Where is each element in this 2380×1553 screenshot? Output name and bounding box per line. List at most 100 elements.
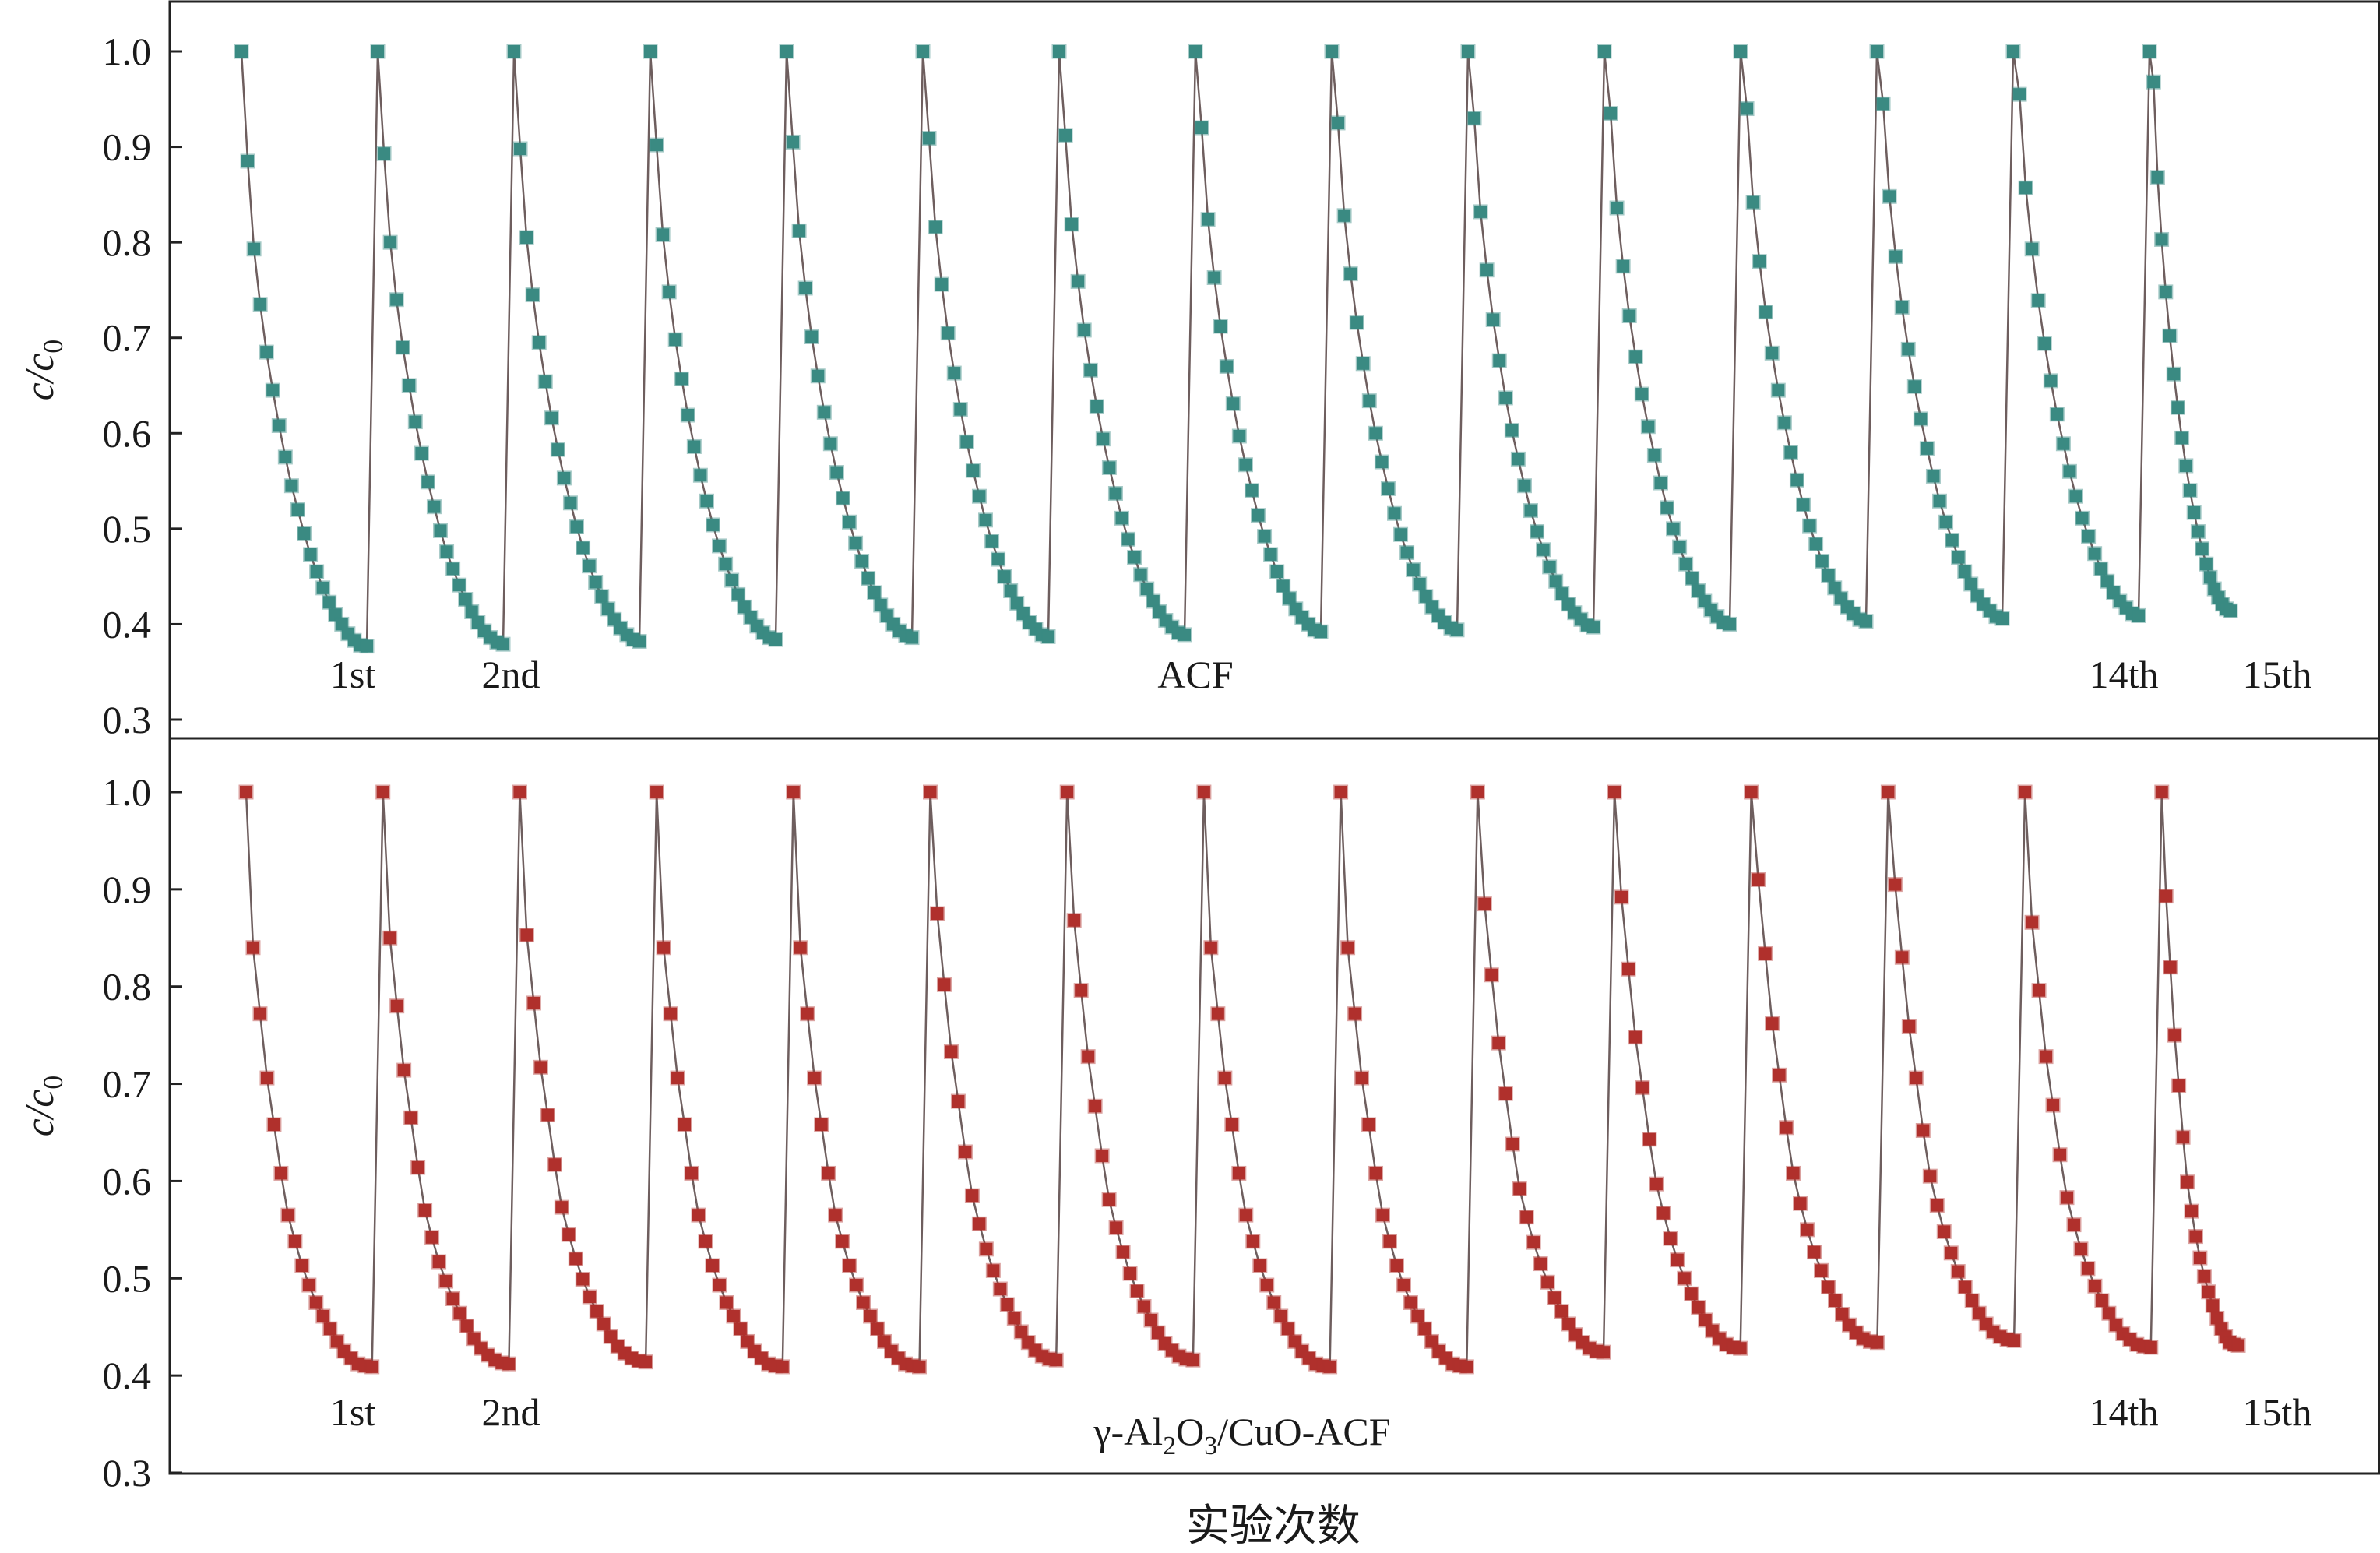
data-point-2nd [426, 499, 442, 515]
data-point-7th [1101, 1192, 1117, 1207]
data-point-10th [1519, 1210, 1534, 1225]
data-point-6th [978, 1241, 994, 1257]
data-point-11th [1733, 1340, 1748, 1356]
data-point-6th [991, 551, 1006, 567]
data-point-14th [2030, 293, 2046, 308]
data-point-10th [1561, 1316, 1576, 1332]
data-point-13th [1951, 550, 1966, 565]
cycle-labels-bottom: 1st 2nd 14th 15th γ-Al2O3/CuO-ACF [330, 1390, 2312, 1460]
data-point-4th [680, 407, 695, 423]
data-point-3rd [506, 44, 522, 59]
data-point-3rd [582, 558, 597, 574]
data-point-3rd [575, 1272, 590, 1287]
data-point-3rd [638, 1354, 653, 1370]
data-point-4th [649, 784, 664, 800]
data-point-14th [2087, 1278, 2103, 1294]
data-point-1st [290, 502, 305, 517]
data-point-11th [1615, 259, 1631, 274]
annotation-part-c: /CuO-ACF [1217, 1410, 1390, 1453]
y-axis-bottom: 0.3 0.4 0.5 0.6 0.7 0.8 0.9 1.0 [103, 770, 182, 1495]
data-point-7th [1089, 399, 1104, 414]
data-point-11th [1660, 500, 1674, 516]
data-point-8th [1251, 508, 1266, 523]
data-point-7th [1150, 1325, 1166, 1340]
data-point-13th [1932, 493, 1947, 509]
data-point-1st [308, 1295, 324, 1310]
data-point-9th [1361, 393, 1377, 409]
data-point-14th [2080, 1261, 2096, 1277]
data-point-2nd [424, 1230, 440, 1245]
data-point-4th [712, 538, 727, 554]
data-point-3rd [603, 1329, 618, 1344]
data-point-1st [315, 580, 331, 596]
data-point-15th [2174, 430, 2190, 445]
panel-bottom-frame [168, 737, 2380, 1475]
data-point-9th [1361, 1117, 1377, 1132]
data-point-7th [1114, 510, 1129, 526]
data-point-15th [2175, 1129, 2191, 1145]
data-point-11th [1646, 447, 1662, 463]
data-point-14th [2049, 407, 2065, 422]
data-point-5th [791, 223, 807, 238]
data-point-7th [1136, 1298, 1152, 1314]
data-point-2nd [445, 1291, 461, 1307]
data-point-9th [1403, 1295, 1418, 1310]
data-point-4th [726, 1308, 741, 1324]
cycle-label-2nd: 2nd [482, 653, 540, 696]
data-point-5th [828, 1207, 843, 1223]
data-point-10th [1533, 1256, 1548, 1272]
data-point-5th [804, 329, 819, 344]
data-point-3rd [519, 928, 534, 943]
data-point-7th [1051, 44, 1067, 59]
data-point-3rd [582, 1289, 597, 1305]
data-point-14th [2087, 546, 2103, 562]
data-point-2nd [376, 146, 392, 161]
y-axis-top: 0.3 0.4 0.5 0.6 0.7 0.8 0.9 1.0 [103, 30, 182, 741]
data-point-6th [950, 1093, 966, 1109]
data-point-1st [245, 940, 261, 956]
annotation-part-a: γ-Al [1093, 1410, 1163, 1453]
data-point-6th [934, 276, 949, 292]
data-point-4th [663, 1006, 678, 1022]
data-point-14th [2143, 1340, 2159, 1355]
data-point-8th [1244, 483, 1259, 498]
data-point-3rd [519, 230, 534, 245]
data-point-4th [712, 1277, 727, 1293]
data-point-7th [1146, 593, 1161, 609]
data-point-6th [997, 569, 1012, 584]
data-point-2nd [464, 604, 480, 619]
data-point-12th [1869, 1335, 1885, 1351]
data-point-10th [1466, 111, 1482, 126]
data-point-6th [964, 1188, 980, 1203]
data-point-2nd [466, 1331, 481, 1347]
data-point-13th [1901, 1019, 1917, 1034]
data-point-5th [793, 940, 808, 956]
data-point-14th [2075, 510, 2090, 526]
data-point-1st [364, 1359, 380, 1375]
data-point-1st [283, 478, 299, 494]
data-point-2nd [501, 1356, 516, 1372]
y-tick-label: 0.4 [103, 602, 152, 646]
data-point-8th [1210, 1006, 1226, 1022]
data-point-9th [1368, 425, 1383, 441]
panel-top: 0.3 0.4 0.5 0.6 0.7 0.8 0.9 1.0 1st 2nd 14th 15… [18, 0, 2380, 741]
data-point-10th [1540, 1274, 1555, 1290]
data-point-12th [1752, 254, 1767, 269]
data-point-13th [1936, 1224, 1952, 1239]
data-point-3rd [547, 1157, 562, 1172]
data-point-8th [1238, 1207, 1254, 1223]
data-point-6th [971, 488, 987, 504]
data-point-11th [1663, 1231, 1678, 1246]
y-tick-label: 0.7 [103, 1062, 152, 1106]
data-point-5th [786, 784, 801, 800]
data-point-12th [1745, 195, 1761, 210]
data-point-13th [1915, 1123, 1931, 1139]
data-point-5th [870, 1321, 885, 1336]
data-point-15th [2223, 603, 2238, 618]
data-point-4th [768, 632, 783, 647]
data-point-14th [2043, 373, 2058, 389]
panel-top-frame [168, 0, 2380, 740]
data-point-15th [2163, 960, 2178, 975]
data-point-9th [1424, 1333, 1439, 1349]
data-point-2nd [495, 636, 511, 652]
